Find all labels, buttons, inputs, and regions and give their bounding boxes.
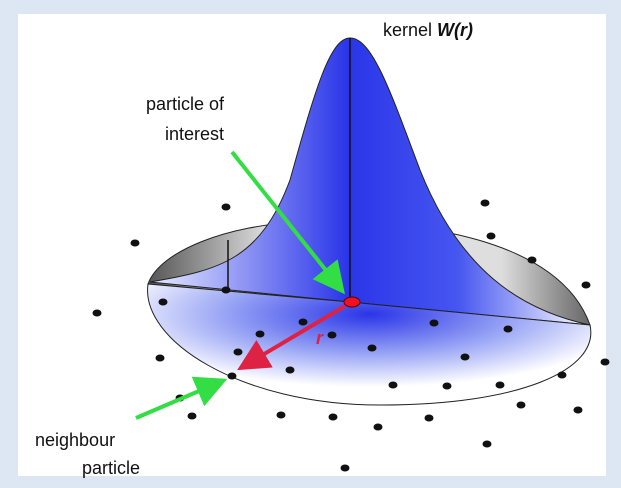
particle — [528, 257, 537, 264]
particle — [341, 465, 350, 472]
particle — [430, 320, 439, 327]
particle — [389, 382, 398, 389]
page: kernel W(r) particle of interest neighbo… — [0, 0, 621, 488]
particle — [443, 383, 452, 390]
particle — [159, 299, 168, 306]
particle — [483, 441, 492, 448]
particle — [329, 414, 338, 421]
neighbour-label: particle — [82, 458, 140, 478]
particle — [601, 359, 610, 366]
particle — [234, 349, 243, 356]
particle — [299, 319, 308, 326]
particle — [222, 204, 231, 211]
particle — [461, 354, 470, 361]
particle — [277, 412, 286, 419]
particle — [496, 382, 505, 389]
particle — [487, 233, 496, 240]
particle — [374, 424, 383, 431]
particle — [504, 326, 513, 333]
particle — [256, 331, 265, 338]
kernel-label: kernel W(r) — [383, 20, 473, 40]
interest-label: interest — [165, 124, 224, 144]
kernel-symbol: W(r) — [437, 20, 473, 40]
particle — [574, 407, 583, 414]
particle — [425, 415, 434, 422]
particle — [222, 287, 231, 294]
particle — [481, 200, 490, 207]
particle — [517, 402, 526, 409]
particle — [188, 413, 197, 420]
interest-label: particle of — [146, 94, 225, 114]
particle — [131, 240, 140, 247]
particle — [368, 345, 377, 352]
particle — [228, 373, 237, 380]
particle — [582, 282, 591, 289]
diagram: kernel W(r) particle of interest neighbo… — [0, 0, 621, 488]
kernel-text: kernel — [383, 20, 432, 40]
distance-label: r — [316, 328, 324, 348]
particle — [558, 372, 567, 379]
center-particle — [344, 297, 360, 307]
particle — [328, 332, 337, 339]
particle — [156, 355, 165, 362]
particle — [93, 310, 102, 317]
particle — [286, 367, 295, 374]
neighbour-label: neighbour — [35, 430, 115, 450]
